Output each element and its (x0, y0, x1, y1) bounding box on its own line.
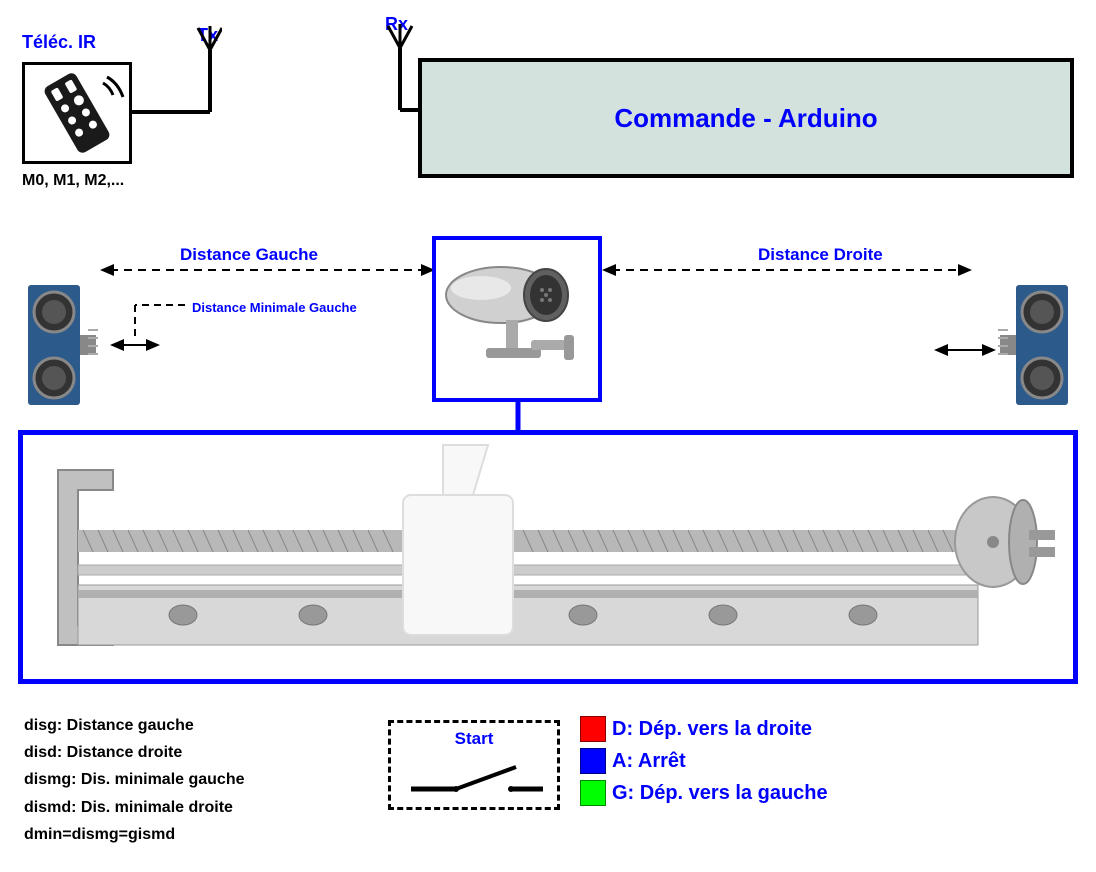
modes-label: M0, M1, M2,... (22, 172, 124, 190)
actuator-icon (23, 435, 1073, 679)
remote-tx-line (132, 20, 222, 120)
remote-icon (25, 65, 129, 161)
switch-icon (391, 749, 557, 803)
legend-dmin: dmin=dismg=gismd (24, 821, 245, 848)
dist-gauche-arrow (100, 260, 435, 280)
dist-droite-arrow (602, 260, 972, 280)
start-box: Start (388, 720, 560, 810)
arduino-title: Commande - Arduino (614, 103, 877, 134)
legend-g: G: Dép. vers la gauche (612, 782, 828, 805)
right-sensor (998, 280, 1078, 410)
telec-ir-label: Téléc. IR (22, 32, 96, 53)
legend-states: D: Dép. vers la droite A: Arrêt G: Dép. … (580, 716, 828, 806)
legend-a: A: Arrêt (612, 750, 686, 773)
arduino-box: Commande - Arduino (418, 58, 1074, 178)
legend-d: D: Dép. vers la droite (612, 718, 812, 741)
right-small-arrow (934, 340, 996, 360)
red-swatch (580, 716, 606, 742)
actuator-box (18, 430, 1078, 684)
dist-min-gauche-path (100, 290, 190, 360)
remote-box (22, 62, 132, 164)
start-label: Start (391, 729, 557, 749)
legend-disg: disg: Distance gauche (24, 712, 245, 739)
legend-dismg: dismg: Dis. minimale gauche (24, 766, 245, 793)
legend-dismd: dismd: Dis. minimale droite (24, 794, 245, 821)
blue-swatch (580, 748, 606, 774)
legend-disd: disd: Distance droite (24, 739, 245, 766)
legend-vars: disg: Distance gauche disd: Distance dro… (24, 712, 245, 848)
dist-min-gauche-label: Distance Minimale Gauche (192, 300, 357, 315)
green-swatch (580, 780, 606, 806)
left-sensor (18, 280, 98, 410)
camera-icon (436, 240, 598, 398)
camera-box (432, 236, 602, 402)
